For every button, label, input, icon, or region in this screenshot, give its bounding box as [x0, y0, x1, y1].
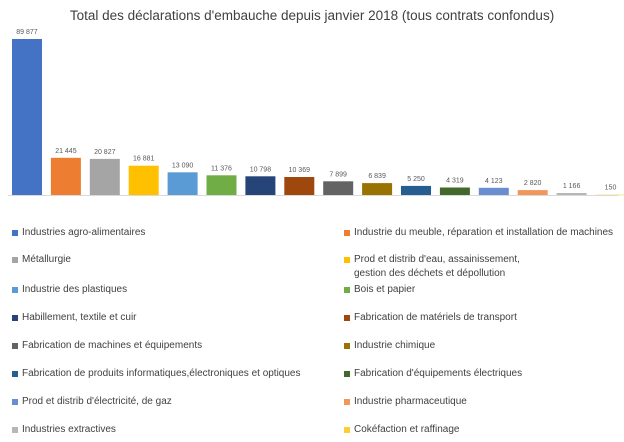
legend-swatch — [344, 427, 350, 433]
legend-label: Habillement, textile et cuir — [22, 312, 137, 323]
legend-label: Industries agro-alimentaires — [22, 227, 146, 238]
legend-label: Industrie pharmaceutique — [354, 396, 467, 407]
legend-swatch — [344, 287, 350, 293]
bar-15 — [556, 193, 587, 195]
legend-swatch — [344, 315, 350, 321]
bar-value-label: 7 899 — [329, 171, 347, 178]
bar-value-label: 1 166 — [563, 183, 581, 190]
chart-title: Total des déclarations d'embauche depuis… — [69, 8, 555, 23]
bar-plot: 89 877 21 445 20 827 16 881 13 090 11 376 10 7… — [8, 29, 624, 196]
legend-swatch — [12, 371, 18, 377]
legend-swatch — [12, 257, 18, 263]
legend-label: Métallurgie — [22, 254, 71, 265]
bar-value-label: 5 250 — [407, 176, 425, 183]
bar-value-label: 89 877 — [16, 29, 38, 36]
bar-3 — [89, 158, 120, 195]
legend-label: Prod et distrib d'eau, assainissement, g… — [354, 254, 520, 279]
legend-label: Industrie des plastiques — [22, 284, 128, 295]
bar-14 — [517, 190, 548, 195]
bar-13 — [478, 187, 509, 195]
bar-7 — [245, 176, 276, 195]
legend-swatch — [12, 287, 18, 293]
legend: Industries agro-alimentaires Industrie du… — [12, 222, 624, 442]
bar-2 — [50, 157, 81, 195]
bars-group: 89 877 21 445 20 827 16 881 13 090 11 376 10 7… — [12, 29, 624, 196]
bar-value-label: 21 445 — [55, 148, 77, 155]
legend-swatch — [344, 343, 350, 349]
bar-value-label: 11 376 — [211, 165, 232, 172]
bar-8 — [284, 177, 315, 195]
bar-10 — [362, 183, 393, 195]
legend-label: Fabrication de produits informatiques,él… — [22, 368, 301, 379]
bar-6 — [206, 175, 237, 195]
bar-12 — [439, 187, 470, 195]
legend-label: Fabrication de machines et équipements — [22, 340, 203, 351]
bar-4 — [128, 165, 159, 195]
bar-value-label: 10 798 — [250, 166, 272, 173]
legend-swatch — [12, 230, 18, 236]
bar-value-label: 20 827 — [94, 149, 116, 156]
bar-value-label: 150 — [605, 185, 617, 192]
legend-swatch — [12, 427, 18, 433]
bar-value-label: 6 839 — [368, 173, 386, 180]
legend-label: Fabrication de matériels de transport — [354, 312, 517, 323]
legend-label: Industries extractives — [22, 424, 116, 435]
legend-label: Fabrication d'équipements électriques — [354, 368, 523, 379]
legend-swatch — [344, 399, 350, 405]
bar-value-label: 13 090 — [172, 162, 194, 169]
legend-swatch — [12, 343, 18, 349]
legend-swatch — [344, 257, 350, 263]
bar-value-label: 16 881 — [133, 156, 155, 163]
legend-swatch — [344, 371, 350, 377]
bar-5 — [167, 172, 198, 195]
legend-label: Bois et papier — [354, 284, 416, 295]
bar-9 — [323, 181, 354, 195]
bar-value-label: 4 319 — [446, 178, 464, 185]
legend-swatch — [12, 315, 18, 321]
bar-11 — [401, 185, 431, 195]
bar-value-label: 10 369 — [289, 167, 311, 174]
legend-swatch — [12, 399, 18, 405]
legend-swatch — [344, 230, 350, 236]
bar-1 — [12, 39, 42, 195]
legend-label: Cokéfaction et raffinage — [354, 424, 460, 435]
bar-value-label: 4 123 — [485, 178, 503, 185]
bar-value-label: 2 820 — [524, 180, 542, 187]
legend-label: Industrie du meuble, réparation et insta… — [354, 227, 614, 238]
legend-label: Industrie chimique — [354, 340, 436, 351]
legend-label: Prod et distrib d'électricité, de gaz — [22, 396, 172, 407]
